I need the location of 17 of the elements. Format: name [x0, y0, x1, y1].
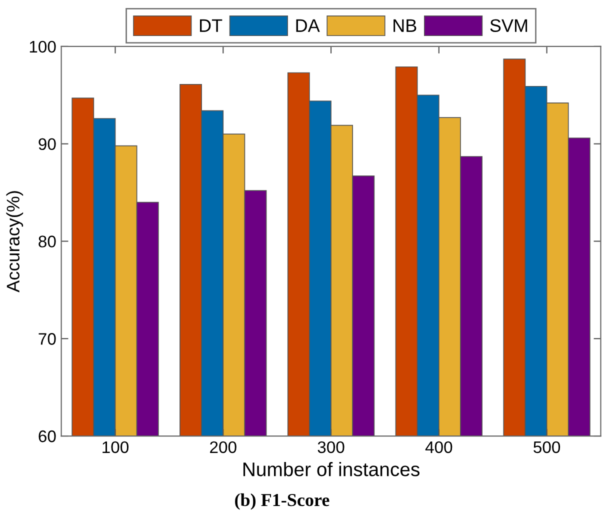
- x-tick-label: 500: [534, 441, 560, 454]
- y-tick-label: 80: [38, 236, 56, 248]
- x-tick-label: 200: [210, 441, 236, 454]
- x-tick-label: 100: [102, 441, 128, 454]
- legend-label: SVM: [490, 19, 528, 32]
- legend-label: DA: [296, 19, 320, 32]
- y-tick-label: 90: [38, 138, 56, 150]
- x-tick-label: 400: [425, 441, 452, 454]
- y-axis-title: Accuracy(%): [6, 191, 24, 292]
- x-axis-title: Number of instances: [243, 462, 420, 476]
- y-tick-label: 60: [38, 430, 56, 442]
- y-tick-label: 70: [38, 333, 56, 345]
- text: (b) F1-Score: [235, 493, 330, 510]
- y-tick-label: 100: [30, 40, 56, 53]
- x-tick-label: 300: [318, 441, 344, 454]
- legend-label: NB: [394, 19, 416, 32]
- legend-label: DT: [200, 19, 222, 32]
